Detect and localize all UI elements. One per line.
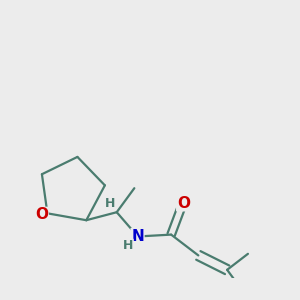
Text: H: H <box>105 197 116 210</box>
Text: H: H <box>123 239 133 252</box>
Text: O: O <box>177 196 190 211</box>
Text: N: N <box>131 229 144 244</box>
Text: O: O <box>35 208 48 223</box>
